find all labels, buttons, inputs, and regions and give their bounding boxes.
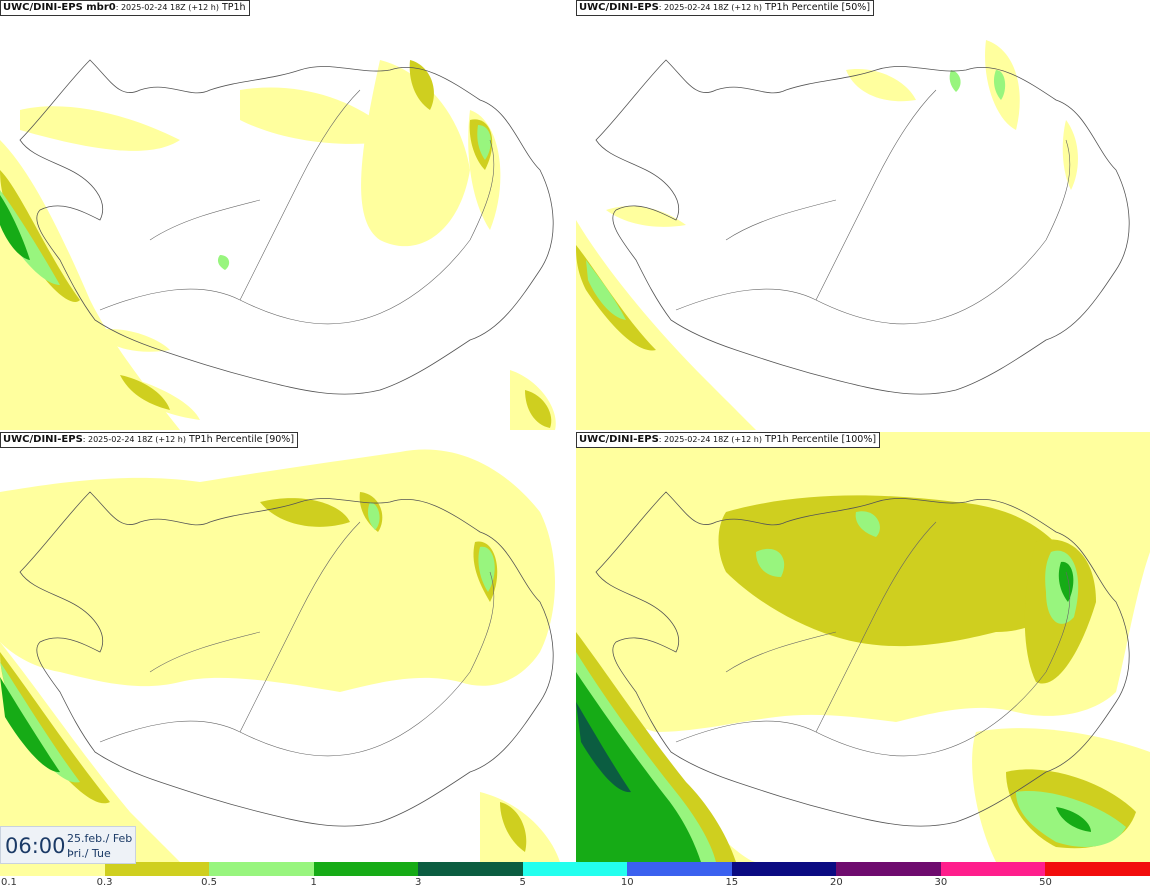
color-scale-tick-label: 0.5: [201, 877, 218, 888]
color-scale-segment: [313, 862, 419, 876]
precip-fill-light: [576, 40, 1078, 430]
color-scale-segment: [418, 862, 523, 876]
precip-fill-darkgreen: [0, 677, 60, 773]
color-scale-segment: [731, 862, 837, 876]
color-scale-segment: [522, 862, 628, 876]
precip-fill-deepgreen: [576, 702, 631, 793]
color-scale-tick-label: 5: [519, 877, 526, 888]
iceland-coastline: [19, 491, 554, 827]
panel-title: UWC/DINI-EPS: 2025-02-24 18Z (+12 h) TP1…: [576, 0, 875, 16]
map-panel-mbr0: UWC/DINI-EPS mbr0: 2025-02-24 18Z (+12 h…: [0, 0, 574, 430]
iceland-roads: [675, 89, 1071, 325]
precip-fill-light: [0, 60, 556, 430]
color-scale-tick-label: 50: [1039, 877, 1052, 888]
precip-map: [576, 40, 1130, 430]
precip-map: [0, 59, 556, 430]
iceland-coastline: [595, 491, 1130, 827]
panel-title: UWC/DINI-EPS: 2025-02-24 18Z (+12 h) TP1…: [576, 432, 881, 448]
color-scale-segment: [104, 862, 210, 876]
color-scale-labels: 0.1 0.3 0.5 1 3 5 10 15 20 30 50: [0, 877, 1150, 891]
color-scale-tick-label: 20: [829, 877, 843, 888]
iceland-roads: [675, 521, 1071, 757]
iceland-coastline: [19, 59, 554, 395]
map-panel-p90: UWC/DINI-EPS: 2025-02-24 18Z (+12 h) TP1…: [0, 432, 574, 862]
color-scale-segment: [1045, 862, 1150, 876]
precip-map: [0, 449, 560, 862]
panel-title: UWC/DINI-EPS mbr0: 2025-02-24 18Z (+12 h…: [0, 0, 250, 16]
color-scale-segment: [209, 862, 314, 876]
color-scale-tick-label: 1: [310, 877, 317, 888]
color-scale-bar: [0, 862, 1150, 876]
color-scale-tick-label: 15: [725, 877, 739, 888]
color-scale-segment: [627, 862, 732, 876]
precip-fill-green: [0, 125, 491, 285]
map-panel-p100: UWC/DINI-EPS: 2025-02-24 18Z (+12 h) TP1…: [576, 432, 1150, 862]
precip-fill-olive: [576, 245, 656, 351]
color-scale-tick-label: 3: [414, 877, 422, 888]
iceland-coastline: [595, 59, 1130, 395]
color-scale-tick-label: 0.3: [96, 877, 113, 888]
color-scale-segment: [940, 862, 1046, 876]
map-panel-p50: UWC/DINI-EPS: 2025-02-24 18Z (+12 h) TP1…: [576, 0, 1150, 430]
color-scale-segment: [836, 862, 941, 876]
color-scale-tick-label: 10: [620, 877, 634, 888]
iceland-roads: [99, 89, 495, 325]
color-scale-tick-label: 0.1: [1, 877, 17, 888]
precip-fill-darkgreen: [0, 195, 30, 260]
panel-title: UWC/DINI-EPS: 2025-02-24 18Z (+12 h) TP1…: [0, 432, 299, 448]
precip-map: [576, 432, 1150, 862]
precip-fill-green: [586, 70, 1006, 320]
valid-time-box: 06:00 25.feb./ Feb Þri./ Tue: [0, 826, 136, 864]
valid-time: 06:00: [5, 834, 66, 858]
color-scale-segment: [0, 862, 105, 876]
precip-fill-green: [0, 502, 495, 783]
valid-weekday: Þri./ Tue: [67, 847, 111, 860]
valid-date: 25.feb./ Feb: [67, 832, 133, 845]
iceland-roads: [99, 521, 495, 757]
color-scale-tick-label: 30: [934, 877, 948, 888]
